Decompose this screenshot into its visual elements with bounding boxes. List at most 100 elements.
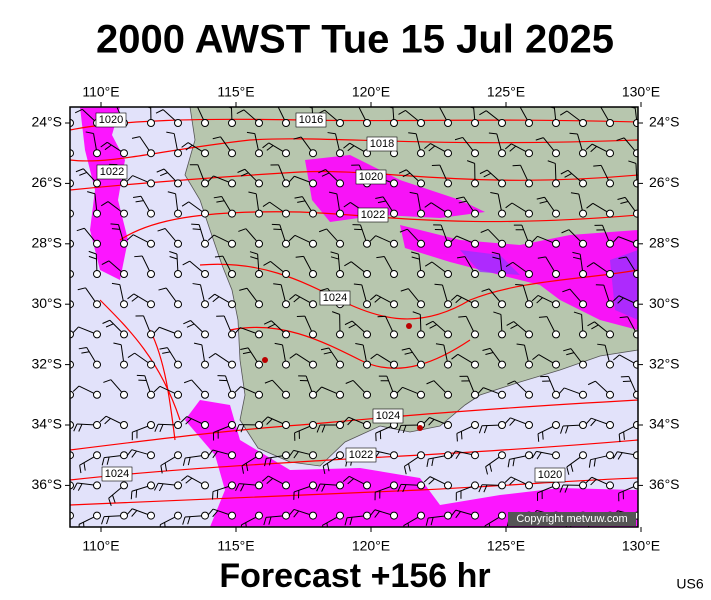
barb-station	[471, 209, 479, 218]
barb-station	[309, 300, 317, 309]
barb-station	[471, 451, 479, 460]
barb-station	[202, 542, 209, 549]
lat-label: 24°S	[31, 114, 62, 130]
barb-feather	[126, 508, 133, 516]
barb-station	[70, 451, 74, 460]
rain-core	[460, 250, 520, 275]
barb-feather	[492, 256, 501, 260]
barb-station	[390, 179, 398, 188]
barb-station	[201, 209, 209, 218]
lon-label: 115°E	[217, 538, 254, 554]
barb-station	[336, 270, 344, 278]
barb-station	[363, 119, 371, 127]
barb-station	[390, 239, 398, 248]
barb-station	[444, 511, 452, 520]
barb-feather	[158, 287, 167, 291]
barb-feather	[425, 517, 429, 526]
isobar-label: 1022	[361, 209, 385, 221]
barb-staff	[132, 546, 151, 550]
barb-station	[282, 511, 290, 520]
barb-feather	[450, 450, 456, 459]
barb-feather	[504, 417, 511, 425]
isobar-label: 1022	[100, 166, 124, 178]
barb-station	[606, 149, 614, 158]
copyright-box	[508, 512, 636, 526]
barb-feather	[565, 544, 569, 551]
barb-station	[336, 119, 344, 127]
barb-station	[228, 239, 236, 248]
barb-feather	[159, 347, 168, 350]
barb-feather	[542, 431, 544, 440]
barb-station	[363, 511, 371, 520]
barb-station	[633, 270, 638, 278]
barb-station	[120, 330, 128, 339]
barb-station	[525, 421, 533, 429]
barb-feather	[58, 380, 66, 381]
barb-feather	[434, 283, 443, 286]
barb-feather	[404, 351, 413, 355]
barb-station	[228, 481, 236, 490]
barb-feather	[480, 228, 489, 233]
isobar-label: 1024	[376, 410, 400, 422]
barb-station	[444, 330, 452, 339]
barb-feather	[261, 416, 269, 423]
lon-label: 120°E	[352, 84, 390, 100]
barb-station	[417, 149, 425, 158]
barb-station	[606, 300, 614, 309]
barb-feather	[485, 466, 489, 475]
barb-feather	[343, 142, 350, 149]
barb-station	[201, 511, 209, 520]
barb-feather	[73, 423, 78, 432]
barb-feather	[167, 191, 176, 195]
barb-feather	[315, 386, 322, 394]
barb-feather	[344, 517, 348, 526]
lat-label: 30°S	[31, 295, 62, 311]
barb-feather	[350, 105, 358, 106]
barb-station	[70, 239, 74, 248]
barb-feather	[369, 294, 377, 301]
barb-feather	[617, 297, 624, 304]
barb-station	[120, 179, 128, 188]
barb-feather	[504, 476, 512, 483]
barb-feather	[154, 542, 158, 549]
barb-feather	[483, 484, 488, 493]
barb-feather	[160, 465, 163, 474]
barb-station	[579, 179, 587, 188]
barb-feather	[235, 424, 240, 433]
barb-feather	[399, 228, 408, 233]
barb-feather	[46, 449, 51, 455]
barb-station	[70, 149, 74, 158]
barb-station	[310, 542, 317, 549]
barb-station	[282, 209, 290, 218]
barb-station	[417, 360, 425, 369]
rain-core	[610, 250, 638, 320]
rain-area	[400, 225, 638, 330]
barb-station	[336, 451, 344, 460]
barb-feather	[135, 200, 144, 203]
barb-feather	[239, 287, 248, 291]
barb-station	[201, 421, 209, 429]
barb-feather	[586, 262, 594, 268]
barb-station	[93, 179, 101, 188]
barb-feather	[479, 169, 488, 175]
barb-feather	[101, 260, 110, 266]
barb-station	[201, 179, 209, 188]
barb-feather	[135, 549, 136, 557]
barb-station	[174, 209, 182, 218]
barb-station	[498, 239, 506, 248]
barb-station	[363, 300, 371, 309]
barb-station	[444, 481, 452, 490]
barb-feather	[52, 196, 60, 197]
barb-feather	[212, 451, 218, 459]
barb-feather	[586, 202, 594, 209]
barb-feather	[75, 168, 84, 173]
isobar-label-box	[345, 447, 377, 463]
barb-station	[93, 511, 101, 520]
barb-station	[390, 360, 398, 369]
barb-feather	[477, 387, 484, 394]
barb-station	[417, 239, 425, 248]
barb-feather	[78, 424, 83, 432]
barb-feather	[376, 256, 385, 259]
barb-station	[471, 390, 479, 399]
barb-station	[336, 390, 344, 399]
